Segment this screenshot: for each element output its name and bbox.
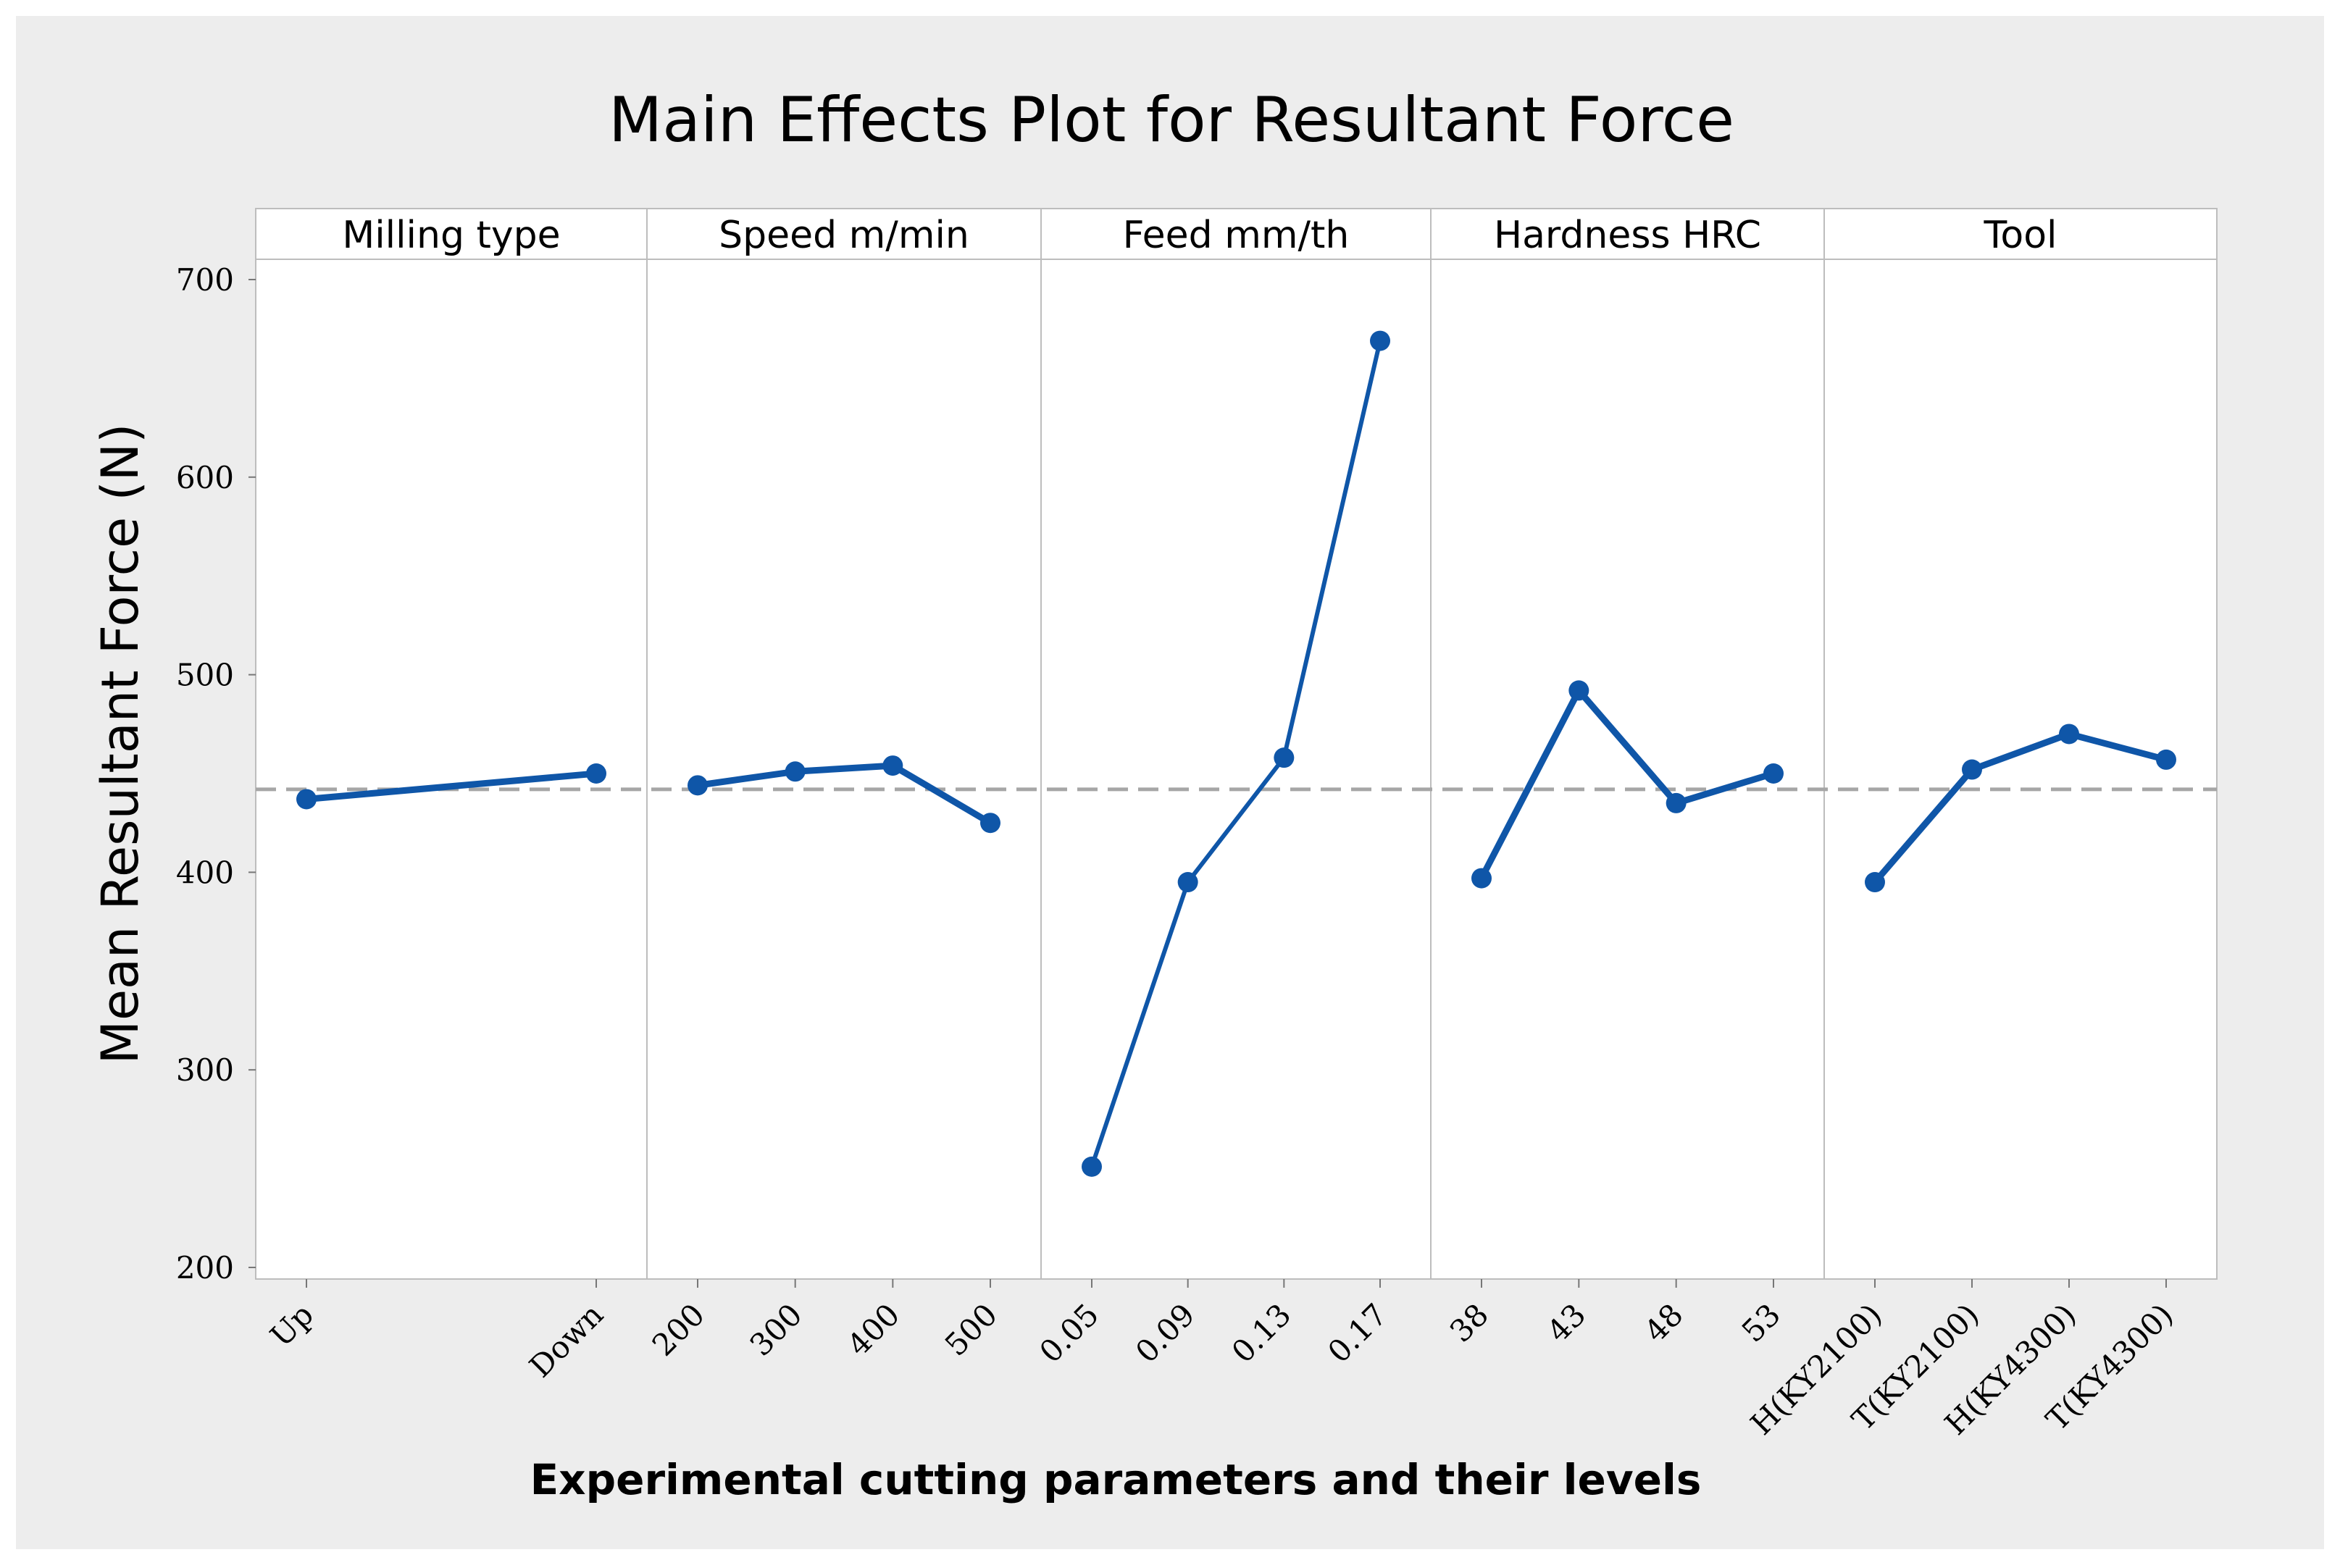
data-point — [1568, 680, 1589, 701]
y-tick-label: 400 — [176, 855, 234, 890]
data-point — [882, 755, 903, 776]
series-line — [1871, 730, 2170, 886]
panel-header-label: Milling type — [342, 214, 560, 257]
y-tick-label: 600 — [176, 460, 234, 495]
data-point — [980, 813, 1000, 834]
data-point — [296, 789, 317, 810]
series-line — [303, 770, 600, 802]
data-point — [1082, 1156, 1102, 1177]
panel-header-label: Tool — [1983, 214, 2057, 257]
series-line — [1090, 338, 1382, 1169]
data-point — [688, 775, 708, 796]
data-point — [586, 763, 606, 784]
panel-header-label: Hardness HRC — [1494, 214, 1761, 257]
data-point — [785, 761, 806, 782]
data-point — [1962, 759, 1982, 780]
y-tick-label: 700 — [176, 262, 234, 298]
plot-frame — [255, 208, 2218, 1280]
plot-area — [256, 209, 2217, 1279]
series-line — [1478, 687, 1777, 882]
data-point — [2156, 749, 2176, 770]
data-point — [1471, 868, 1492, 889]
x-axis-label: Experimental cutting parameters and thei… — [530, 1455, 1702, 1504]
data-point — [1177, 872, 1198, 893]
y-tick-label: 500 — [176, 658, 234, 693]
panel-header-label: Speed m/min — [719, 214, 969, 257]
chart-title: Main Effects Plot for Resultant Force — [609, 84, 1734, 156]
data-point — [1274, 747, 1295, 768]
panel-header-label: Feed mm/th — [1123, 214, 1350, 257]
y-tick-label: 200 — [176, 1250, 234, 1286]
data-point — [1370, 330, 1390, 351]
series-line — [694, 762, 994, 826]
y-tick-label: 300 — [176, 1052, 234, 1088]
y-axis-label: Mean Resultant Force (N) — [91, 424, 150, 1065]
data-point — [1763, 763, 1784, 784]
data-point — [1666, 792, 1687, 813]
data-point — [2059, 724, 2079, 745]
data-point — [1865, 872, 1885, 893]
